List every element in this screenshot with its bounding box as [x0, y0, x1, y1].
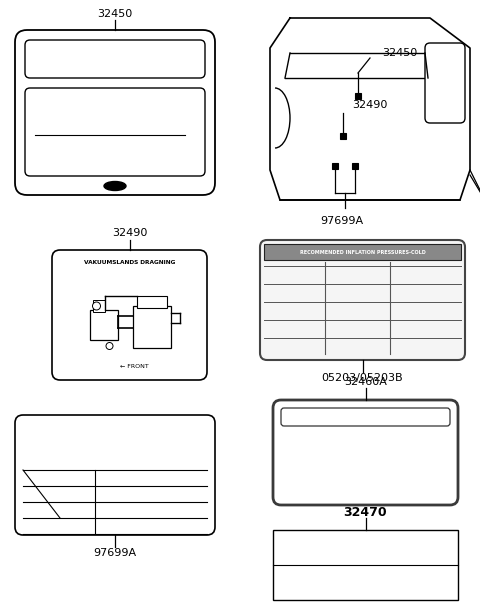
Text: 97699A: 97699A	[321, 216, 363, 226]
Bar	[332, 163, 338, 169]
Bar	[340, 133, 346, 139]
FancyBboxPatch shape	[260, 240, 465, 360]
Text: 97699A: 97699A	[94, 548, 137, 558]
Text: ← FRONT: ← FRONT	[120, 364, 149, 368]
Bar	[273, 530, 458, 600]
Text: 05203/05203B: 05203/05203B	[322, 373, 403, 383]
Bar	[352, 163, 358, 169]
Bar	[89, 310, 118, 340]
Text: 32490: 32490	[352, 100, 388, 110]
FancyBboxPatch shape	[15, 415, 215, 535]
FancyBboxPatch shape	[52, 250, 207, 380]
Ellipse shape	[104, 182, 126, 191]
Text: 32470: 32470	[344, 506, 387, 518]
Text: 32450: 32450	[97, 9, 132, 19]
FancyBboxPatch shape	[281, 408, 450, 426]
Bar	[132, 306, 170, 348]
Text: 32490: 32490	[112, 228, 147, 238]
Bar	[355, 93, 361, 99]
FancyBboxPatch shape	[273, 400, 458, 505]
Circle shape	[93, 302, 100, 310]
Bar	[93, 300, 105, 312]
Bar	[264, 244, 461, 260]
Text: 32450: 32450	[383, 48, 418, 58]
Bar	[136, 296, 167, 308]
Circle shape	[106, 342, 113, 350]
Text: VAKUUMSLANDS DRAGNING: VAKUUMSLANDS DRAGNING	[84, 260, 175, 264]
Text: 32460A: 32460A	[344, 377, 387, 387]
FancyBboxPatch shape	[25, 88, 205, 176]
FancyBboxPatch shape	[15, 30, 215, 195]
FancyBboxPatch shape	[25, 40, 205, 78]
FancyBboxPatch shape	[425, 43, 465, 123]
Text: RECOMMENDED INFLATION PRESSURES-COLD: RECOMMENDED INFLATION PRESSURES-COLD	[300, 249, 425, 255]
